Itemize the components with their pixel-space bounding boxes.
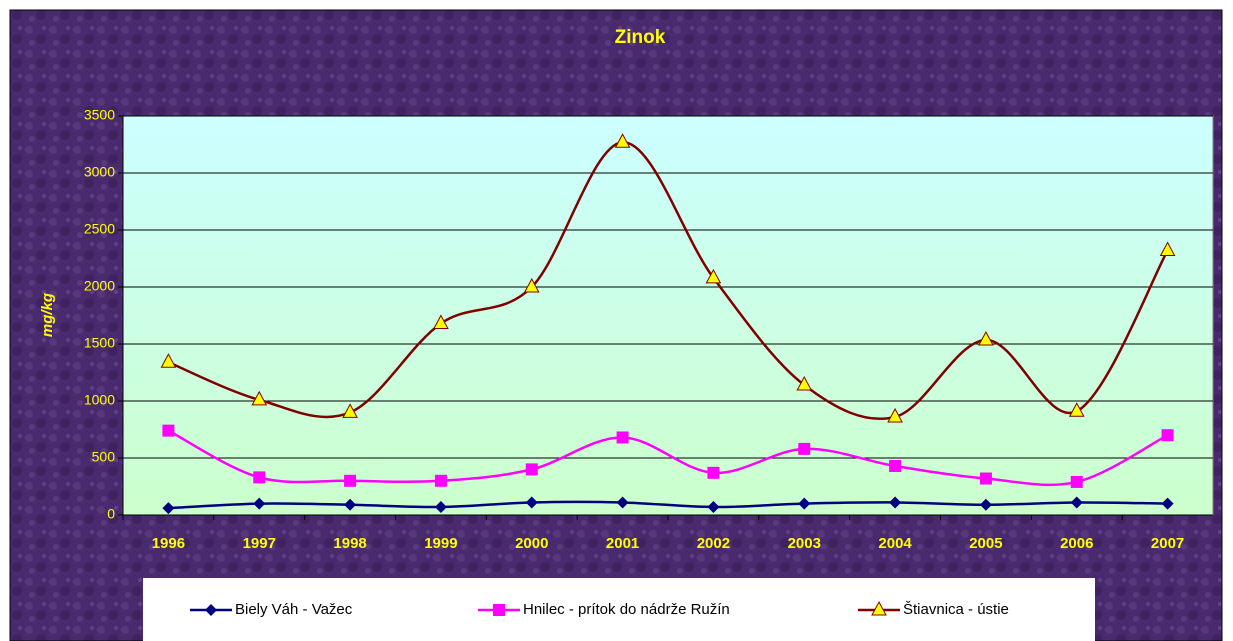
y-tick-label: 0 <box>107 506 115 522</box>
legend <box>143 578 1095 641</box>
marker <box>434 474 447 487</box>
marker <box>1161 497 1174 510</box>
marker <box>162 502 175 515</box>
y-axis-label: mg/kg <box>39 293 56 337</box>
marker <box>616 496 629 509</box>
x-tick-label: 2007 <box>1151 535 1184 552</box>
marker <box>434 501 447 514</box>
x-tick-label: 1999 <box>424 535 457 552</box>
y-tick-label: 2000 <box>84 278 115 294</box>
marker <box>525 496 538 509</box>
marker <box>796 375 813 391</box>
x-tick-label: 2002 <box>697 535 730 552</box>
marker <box>616 431 629 444</box>
chart-title: Zinok <box>615 27 666 48</box>
y-tick-label: 3500 <box>84 107 115 123</box>
marker <box>433 314 449 329</box>
x-tick-label: 1997 <box>243 535 276 552</box>
x-tick-label: 1996 <box>152 535 185 552</box>
marker <box>1161 429 1174 442</box>
series-line <box>168 500 1168 510</box>
marker <box>525 463 538 476</box>
series-line <box>167 140 1169 421</box>
marker <box>798 442 811 455</box>
marker <box>979 498 992 511</box>
marker <box>887 407 903 423</box>
x-tick-label: 2004 <box>878 535 912 552</box>
y-tick-label: 500 <box>92 449 116 465</box>
marker <box>707 501 720 514</box>
y-tick-label: 2500 <box>84 221 115 237</box>
marker <box>871 600 887 616</box>
marker <box>889 459 902 472</box>
marker <box>889 496 902 509</box>
legend-label: Biely Váh - Važec <box>235 601 353 618</box>
marker <box>342 403 358 418</box>
marker <box>251 390 268 406</box>
marker <box>707 466 720 479</box>
marker <box>205 604 217 616</box>
marker <box>614 133 631 148</box>
marker <box>253 497 266 510</box>
marker <box>705 268 722 284</box>
y-tick-label: 1500 <box>84 335 115 351</box>
legend-label: Štiavnica - ústie <box>903 601 1009 618</box>
marker <box>1068 402 1085 417</box>
x-tick-label: 2006 <box>1060 535 1093 552</box>
marker <box>979 472 992 485</box>
marker <box>344 474 357 487</box>
marker <box>253 471 266 484</box>
y-tick-label: 3000 <box>84 164 115 180</box>
marker <box>1159 241 1176 257</box>
x-tick-label: 2005 <box>969 535 1002 552</box>
marker <box>162 424 175 437</box>
x-tick-label: 1998 <box>333 535 366 552</box>
x-tick-label: 2000 <box>515 535 548 552</box>
x-tick-label: 2003 <box>788 535 821 552</box>
y-tick-label: 1000 <box>84 392 115 408</box>
series-line <box>167 429 1169 487</box>
marker <box>493 604 505 616</box>
marker <box>1070 496 1083 509</box>
marker <box>1070 475 1083 488</box>
marker <box>978 330 994 346</box>
x-tick-label: 2001 <box>606 535 639 552</box>
marker <box>798 497 811 510</box>
marker <box>160 353 177 368</box>
marker <box>344 498 357 511</box>
legend-label: Hnilec - prítok do nádrže Ružín <box>523 601 730 618</box>
marker <box>523 277 540 293</box>
